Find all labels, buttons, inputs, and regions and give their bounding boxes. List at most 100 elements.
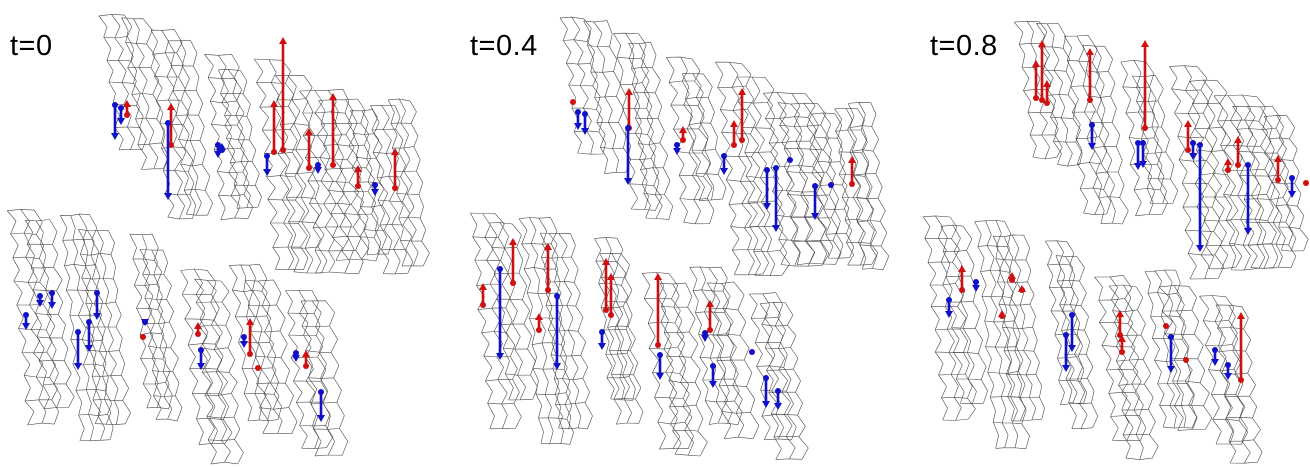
- arrow-up: [654, 273, 662, 348]
- arrow-down: [1288, 175, 1296, 198]
- arrow-up: [1008, 272, 1016, 283]
- arrow-down: [1139, 140, 1147, 168]
- arrow-up: [1032, 60, 1040, 101]
- lattice-layer-p0-23: [285, 290, 334, 449]
- lattice-layer-p0-9: [318, 98, 381, 262]
- arrow-up: [535, 313, 543, 333]
- lattice-layer-p1-12: [847, 102, 890, 271]
- arrow-up: [329, 93, 337, 168]
- arrow-up: [958, 265, 966, 293]
- lattice-layer-p2-15: [974, 220, 1030, 450]
- lattice-layer-p1-2: [613, 32, 662, 211]
- lattice-layer-p2-0: [1013, 21, 1063, 160]
- arrow-up: [1141, 40, 1149, 131]
- arrow-down: [763, 167, 771, 210]
- lattice-layer-p1-1: [583, 20, 632, 174]
- panel-label-t04: t=0.4: [470, 30, 538, 62]
- lattice-layer-p0-11: [370, 105, 414, 275]
- lattice-layer-p0-18: [139, 249, 183, 422]
- dot-blue: [749, 349, 755, 355]
- arrow-down: [85, 319, 93, 352]
- arrow-down: [972, 279, 980, 292]
- arrow-down: [74, 329, 82, 370]
- lattice-layer-p1-19: [641, 272, 694, 450]
- arrow-down: [1244, 162, 1252, 235]
- dot-blue: [787, 157, 793, 163]
- dot-red: [1183, 357, 1189, 363]
- arrow-up: [1043, 80, 1051, 106]
- arrow-up: [1237, 312, 1245, 383]
- lattice-layer-p0-8: [299, 89, 364, 275]
- lattice-layer-p0-20: [194, 278, 244, 465]
- lattice-layer-p2-19: [1094, 275, 1147, 441]
- arrow-up: [246, 318, 254, 357]
- lattice-layer-p0-21: [228, 263, 282, 422]
- arrow-down: [1189, 140, 1197, 160]
- arrow-up: [354, 165, 362, 189]
- lattice-layer-p0-3: [167, 39, 213, 216]
- lattice-layer-p2-13: [922, 215, 976, 421]
- arrow-up: [1274, 155, 1282, 183]
- dot-red: [1303, 180, 1309, 186]
- lattice-layer-p1-9: [777, 102, 842, 266]
- lattice-layer-p0-7: [275, 75, 328, 274]
- arrow-down: [598, 329, 606, 350]
- arrow-up: [194, 322, 202, 337]
- arrow-down: [720, 153, 728, 175]
- lattice-layer-p2-22: [1158, 285, 1213, 431]
- lattice-layer-p2-23: [1199, 295, 1249, 445]
- dot-red: [1163, 323, 1169, 329]
- arrow-down: [48, 290, 56, 309]
- arrow-up: [123, 100, 131, 118]
- arrow-up: [1234, 136, 1242, 168]
- lattice-layer-p1-0: [559, 16, 606, 155]
- arrow-up: [305, 128, 313, 171]
- lattice-layer-p1-18: [599, 253, 644, 425]
- arrow-down: [36, 293, 44, 307]
- lattice-layer-p1-7: [737, 76, 790, 276]
- lattice-layer-p0-14: [25, 219, 75, 410]
- lattice-layer-p0-15: [59, 213, 114, 442]
- lattice-layer-p1-15: [518, 217, 574, 445]
- dot-red: [255, 365, 261, 371]
- arrow-up: [544, 243, 552, 293]
- lattice-layer-p0-12: [387, 98, 430, 267]
- arrow-down: [111, 102, 119, 140]
- lattice-layer-p0-13: [6, 209, 59, 426]
- arrow-up: [1038, 40, 1046, 103]
- lattice-layer-p0-1: [121, 17, 169, 170]
- arrow-down: [1224, 362, 1232, 380]
- arrow-down: [263, 153, 271, 176]
- dot-blue: [828, 182, 834, 188]
- arrow-down: [772, 165, 780, 232]
- arrow-down: [1062, 332, 1070, 372]
- arrow-down: [581, 111, 589, 135]
- arrow-down: [240, 334, 248, 348]
- dot-red: [140, 334, 146, 340]
- lattice-layer-p1-6: [715, 61, 769, 276]
- lattice-layer-p2-18: [1055, 255, 1099, 429]
- arrow-up: [391, 148, 399, 191]
- lattice-layer-p0-19: [180, 268, 233, 445]
- arrow-up: [167, 103, 175, 148]
- arrow-down: [1134, 140, 1142, 170]
- arrow-down: [673, 142, 681, 155]
- arrow-down: [496, 266, 504, 360]
- arrow-up: [1224, 158, 1232, 173]
- arrow-down: [553, 293, 561, 370]
- lattice-layer-p1-10: [811, 112, 855, 259]
- arrow-up: [730, 120, 738, 148]
- arrow-down: [762, 375, 770, 408]
- arrow-down: [314, 162, 322, 174]
- lattice-layer-p1-8: [763, 92, 828, 267]
- lattice-layer-p2-5: [1131, 74, 1179, 204]
- lattice-layer-p1-5: [681, 73, 727, 201]
- lattice-layer-p0-2: [150, 29, 197, 220]
- lattice-layer-p1-17: [594, 237, 636, 401]
- lattice-layer-p1-4: [666, 56, 715, 225]
- dot-red: [570, 99, 576, 105]
- arrow-down: [1167, 334, 1175, 373]
- arrow-up: [998, 310, 1006, 319]
- arrow-down: [774, 388, 782, 410]
